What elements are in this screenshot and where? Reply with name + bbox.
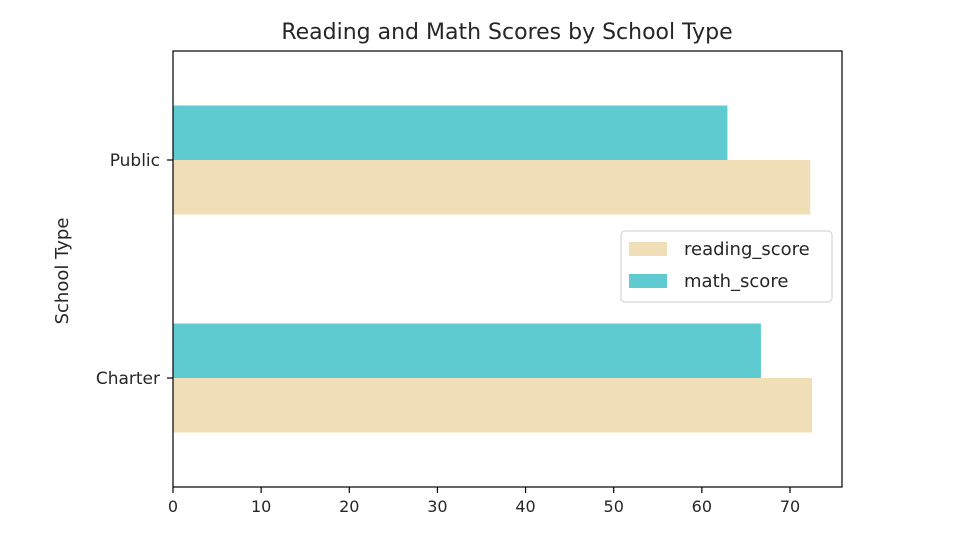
x-tick-label: 40 [515, 497, 535, 516]
bar-math-score-public [173, 105, 728, 160]
y-axis-label: School Type [52, 218, 73, 325]
legend-label-reading-score: reading_score [684, 239, 810, 260]
x-tick-label: 0 [168, 497, 178, 516]
bar-math-score-charter [173, 323, 761, 378]
bar-reading-score-public [173, 160, 811, 215]
plot-frame [172, 50, 843, 488]
bars-layer [173, 105, 813, 433]
x-tick-label: 60 [692, 497, 712, 516]
legend-swatch-math-score [629, 274, 667, 288]
chart-title: Reading and Math Scores by School Type [281, 20, 732, 45]
x-tick-label: 50 [604, 497, 624, 516]
y-ticks: Charter Public [96, 151, 173, 389]
bar-reading-score-charter [173, 378, 813, 433]
y-tick-label-public: Public [110, 151, 160, 171]
legend-box [620, 230, 833, 303]
x-tick-label: 20 [339, 497, 359, 516]
legend: reading_score math_score [620, 230, 833, 303]
y-tick-label-charter: Charter [96, 369, 160, 389]
x-ticks: 0 10 20 30 40 50 60 70 [168, 487, 800, 516]
legend-swatch-reading-score [629, 242, 667, 256]
x-tick-label: 10 [251, 497, 271, 516]
x-tick-label: 70 [780, 497, 800, 516]
legend-label-math-score: math_score [684, 271, 788, 292]
x-tick-label: 30 [427, 497, 447, 516]
